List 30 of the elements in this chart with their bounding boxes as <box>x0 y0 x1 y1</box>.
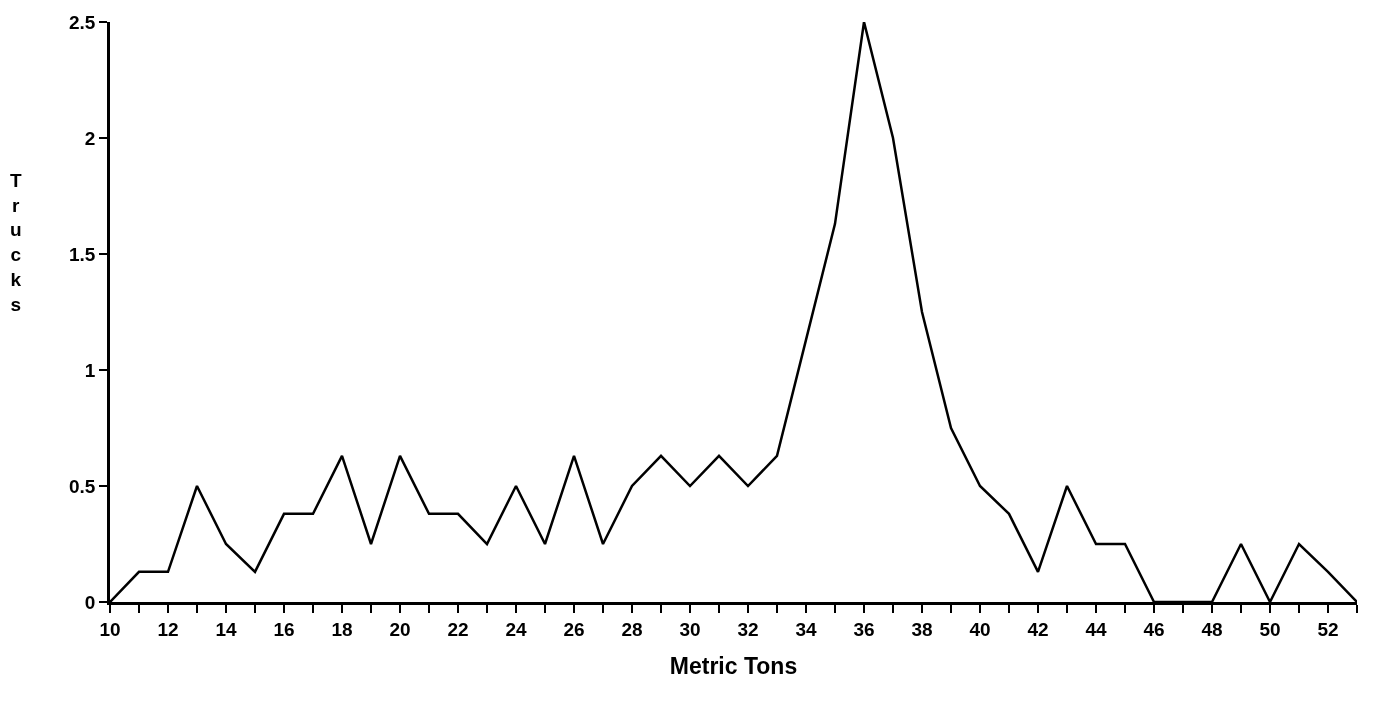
y-tick-label: 2.5 <box>69 11 96 33</box>
x-tick-label: 44 <box>1085 618 1107 640</box>
y-tick-label: 0.5 <box>69 475 96 497</box>
x-tick-label: 40 <box>969 618 991 640</box>
x-tick-label: 14 <box>215 618 237 640</box>
x-tick-label: 26 <box>563 618 585 640</box>
x-tick-label: 30 <box>679 618 701 640</box>
y-tick-label: 0 <box>84 591 96 613</box>
x-tick-label: 36 <box>853 618 875 640</box>
x-tick-label: 34 <box>795 618 817 640</box>
x-tick-label: 50 <box>1259 618 1281 640</box>
y-tick-label: 1.5 <box>69 243 96 265</box>
y-axis-title: Trucks <box>10 170 22 315</box>
x-tick-label: 12 <box>157 618 179 640</box>
x-tick-label: 22 <box>447 618 469 640</box>
x-tick-label: 32 <box>737 618 759 640</box>
x-tick-label: 20 <box>389 618 411 640</box>
x-tick-label: 24 <box>505 618 527 640</box>
y-tick-label: 2 <box>84 127 96 149</box>
x-axis-title: Metric Tons <box>669 653 798 680</box>
x-tick-label: 18 <box>331 618 353 640</box>
x-tick-label: 28 <box>621 618 643 640</box>
x-tick-label: 38 <box>911 618 933 640</box>
x-tick-label: 42 <box>1027 618 1049 640</box>
x-tick-label: 16 <box>273 618 295 640</box>
x-tick-label: 52 <box>1317 618 1339 640</box>
x-tick-label: 10 <box>99 618 121 640</box>
x-tick-label: 48 <box>1201 618 1223 640</box>
y-tick-label: 1 <box>84 359 96 381</box>
x-tick-label: 46 <box>1143 618 1165 640</box>
